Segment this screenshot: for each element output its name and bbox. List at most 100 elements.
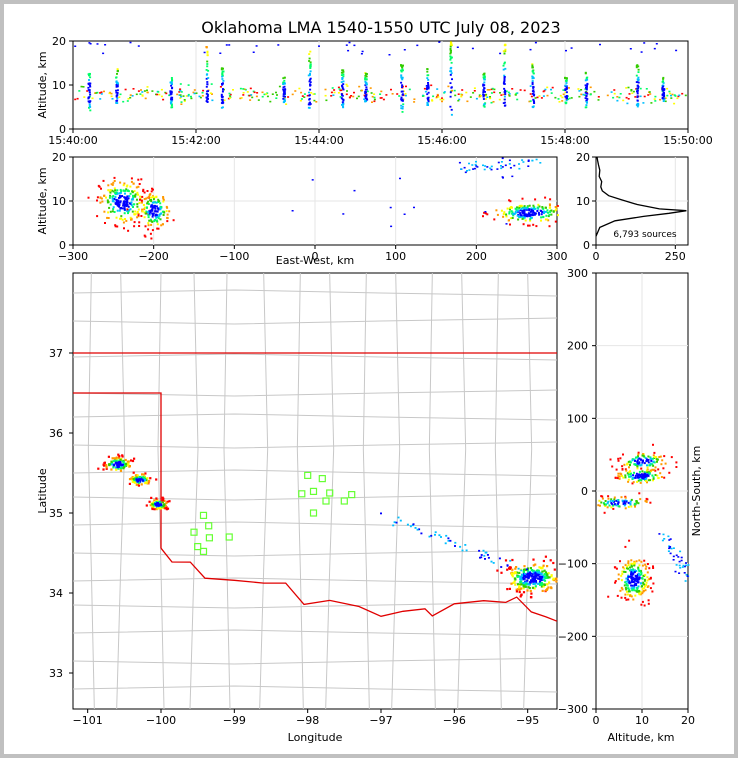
source-point: [364, 77, 367, 79]
source-point: [221, 78, 224, 80]
source-point: [636, 465, 639, 468]
source-point: [278, 85, 281, 88]
source-point: [624, 545, 627, 548]
source-point: [496, 213, 499, 216]
source-point: [475, 165, 478, 167]
source-point: [508, 93, 511, 95]
source-point: [612, 96, 615, 99]
source-point: [654, 469, 657, 472]
source-point: [309, 63, 312, 66]
source-point: [543, 212, 545, 214]
source-point: [365, 86, 368, 89]
source-point: [649, 469, 652, 472]
source-point: [489, 97, 492, 99]
source-point: [647, 461, 650, 464]
county-line: [259, 272, 269, 710]
source-point: [527, 573, 530, 576]
source-point: [450, 56, 453, 59]
source-point: [118, 196, 120, 199]
source-point: [677, 556, 680, 558]
source-point: [400, 81, 403, 84]
source-point: [163, 499, 166, 503]
source-point: [577, 88, 580, 90]
source-point: [126, 198, 129, 201]
source-point: [141, 210, 144, 213]
source-point: [340, 89, 343, 91]
source-point: [636, 588, 639, 591]
source-point: [136, 479, 139, 482]
source-point: [637, 71, 640, 73]
source-point: [532, 210, 535, 212]
source-point: [550, 575, 553, 578]
source-point: [661, 97, 664, 100]
source-point: [675, 461, 678, 464]
source-point: [115, 80, 118, 83]
source-point: [82, 86, 85, 88]
source-point: [149, 209, 152, 212]
source-point: [665, 97, 668, 99]
source-point: [642, 581, 645, 584]
source-point: [517, 209, 519, 212]
source-point: [654, 474, 657, 476]
source-point: [511, 211, 514, 214]
source-point: [520, 207, 523, 210]
source-point: [625, 469, 628, 472]
source-point: [667, 550, 670, 552]
source-point: [124, 203, 127, 206]
source-point: [514, 211, 517, 214]
source-point: [169, 93, 172, 96]
source-point: [627, 473, 630, 476]
source-point: [489, 96, 491, 98]
source-point: [151, 213, 154, 216]
source-point: [630, 89, 633, 91]
source-point: [649, 456, 652, 459]
source-point: [395, 521, 398, 524]
source-point: [138, 477, 142, 480]
source-point: [249, 87, 252, 90]
source-point: [561, 96, 564, 99]
source-point: [201, 91, 204, 94]
source-point: [623, 501, 626, 504]
source-point: [651, 468, 654, 471]
source-point: [687, 564, 690, 566]
source-point: [291, 93, 294, 96]
source-point: [629, 581, 632, 584]
source-point: [140, 89, 142, 91]
source-point: [615, 504, 618, 507]
source-point: [509, 206, 512, 209]
source-point: [449, 67, 452, 70]
source-point: [611, 500, 614, 502]
source-point: [662, 89, 665, 92]
county-line: [72, 685, 558, 693]
source-point: [636, 476, 639, 479]
source-point: [647, 602, 650, 605]
ns-altitude-tick-label: 10: [635, 714, 649, 727]
source-point: [542, 564, 545, 567]
source-point: [239, 87, 242, 90]
source-point: [526, 579, 529, 582]
source-point: [458, 98, 461, 101]
source-point: [629, 575, 632, 578]
source-point: [119, 191, 122, 194]
source-point: [342, 99, 345, 102]
source-point: [449, 58, 452, 61]
source-point: [661, 459, 664, 462]
source-point: [649, 93, 652, 95]
source-point: [309, 65, 312, 68]
source-point: [119, 201, 122, 204]
source-point: [640, 463, 643, 466]
source-point: [248, 94, 251, 97]
source-point: [143, 216, 146, 219]
source-point: [249, 99, 252, 101]
source-point: [644, 457, 647, 460]
source-point: [309, 88, 312, 91]
source-point: [564, 102, 567, 105]
source-point: [638, 593, 641, 596]
source-point: [282, 86, 285, 89]
source-point: [486, 166, 489, 168]
source-point: [403, 213, 406, 215]
longitude-tick-label: −99: [223, 714, 246, 727]
source-point: [155, 195, 158, 198]
source-point: [645, 565, 648, 568]
source-point: [449, 55, 452, 58]
